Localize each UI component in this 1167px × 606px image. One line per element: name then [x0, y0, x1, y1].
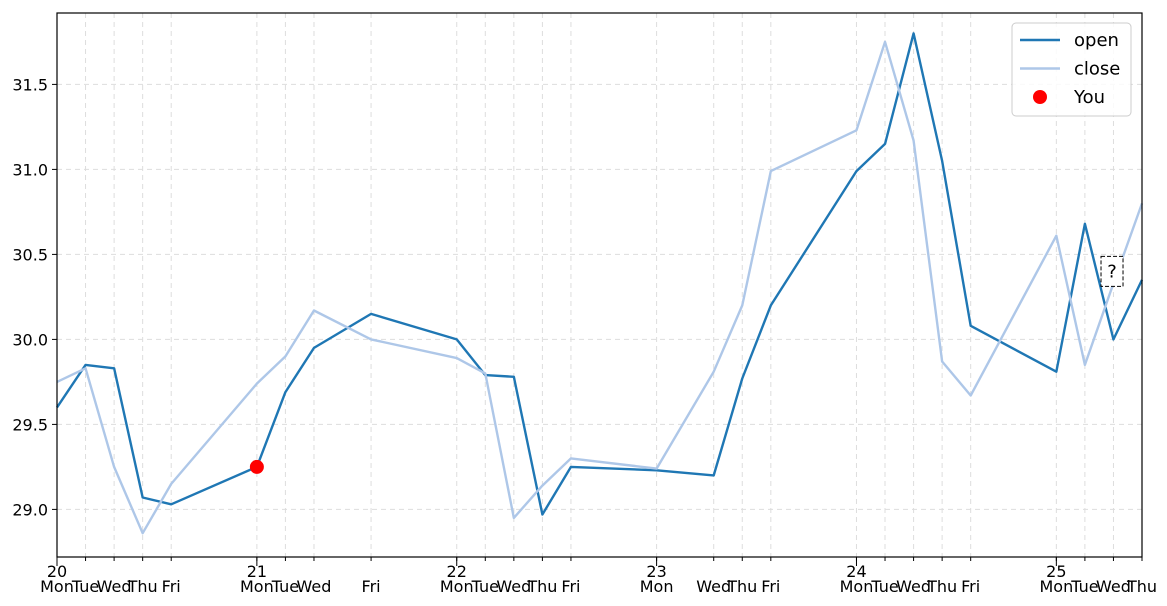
x-weekday-label: Fri [362, 577, 381, 596]
x-weekday-label: Wed [1096, 577, 1131, 596]
x-weekday-label: Thu [926, 577, 957, 596]
x-weekday-label: Tue [1070, 577, 1098, 596]
plot-background [57, 13, 1142, 557]
legend-swatch-you [1033, 90, 1047, 104]
plot-frame [56, 12, 1143, 558]
x-weekday-label: Tue [870, 577, 898, 596]
legend-label: You [1073, 87, 1105, 108]
y-tick-label: 29.5 [12, 415, 48, 434]
x-weekday-label: Tue [471, 577, 499, 596]
x-weekday-label: Wed [496, 577, 531, 596]
x-weekday-label: Wed [896, 577, 931, 596]
y-tick-label: 29.0 [12, 500, 48, 519]
x-weekday-label: Thu [726, 577, 757, 596]
x-weekday-label: Fri [162, 577, 181, 596]
x-weekday-label: Thu [1126, 577, 1157, 596]
x-major-label: 25 [1046, 562, 1066, 581]
x-weekday-label: Mon [640, 577, 674, 596]
annotation-box [1100, 255, 1124, 287]
x-major-label: 24 [846, 562, 866, 581]
y-tick-label: 31.5 [12, 75, 48, 94]
x-weekday-label: Fri [761, 577, 780, 596]
y-tick-label: 30.0 [12, 330, 48, 349]
x-weekday-label: Fri [961, 577, 980, 596]
series-layer [56, 32, 1144, 535]
x-weekday-label: Thu [127, 577, 158, 596]
x-weekday-label: Mon [40, 577, 74, 596]
x-major-label: 21 [247, 562, 267, 581]
x-weekday-label: Thu [526, 577, 557, 596]
x-weekday-label: Wed [97, 577, 132, 596]
annotation-layer: ? [1100, 255, 1124, 287]
x-weekday-label: Mon [440, 577, 474, 596]
x-weekday-label: Mon [1039, 577, 1073, 596]
series-line-close [56, 40, 1144, 535]
x-major-label: 23 [646, 562, 666, 581]
highlight-point [249, 459, 264, 474]
x-weekday-label: Wed [297, 577, 332, 596]
x-weekday-label: Tue [271, 577, 299, 596]
y-tick-label: 30.5 [12, 245, 48, 264]
legend-label: close [1074, 59, 1120, 80]
series-line-open [56, 32, 1144, 516]
x-weekday-label: Fri [561, 577, 580, 596]
x-weekday-label: Mon [240, 577, 274, 596]
legend-label: open [1074, 30, 1119, 51]
annotation-text: ? [1107, 261, 1117, 282]
y-tick-label: 31.0 [12, 160, 48, 179]
x-major-label: 20 [47, 562, 67, 581]
legend: open close You [1011, 22, 1132, 117]
x-weekday-label: Mon [840, 577, 874, 596]
x-weekday-label: Tue [71, 577, 99, 596]
x-major-label: 22 [447, 562, 467, 581]
x-weekday-label: Wed [696, 577, 731, 596]
